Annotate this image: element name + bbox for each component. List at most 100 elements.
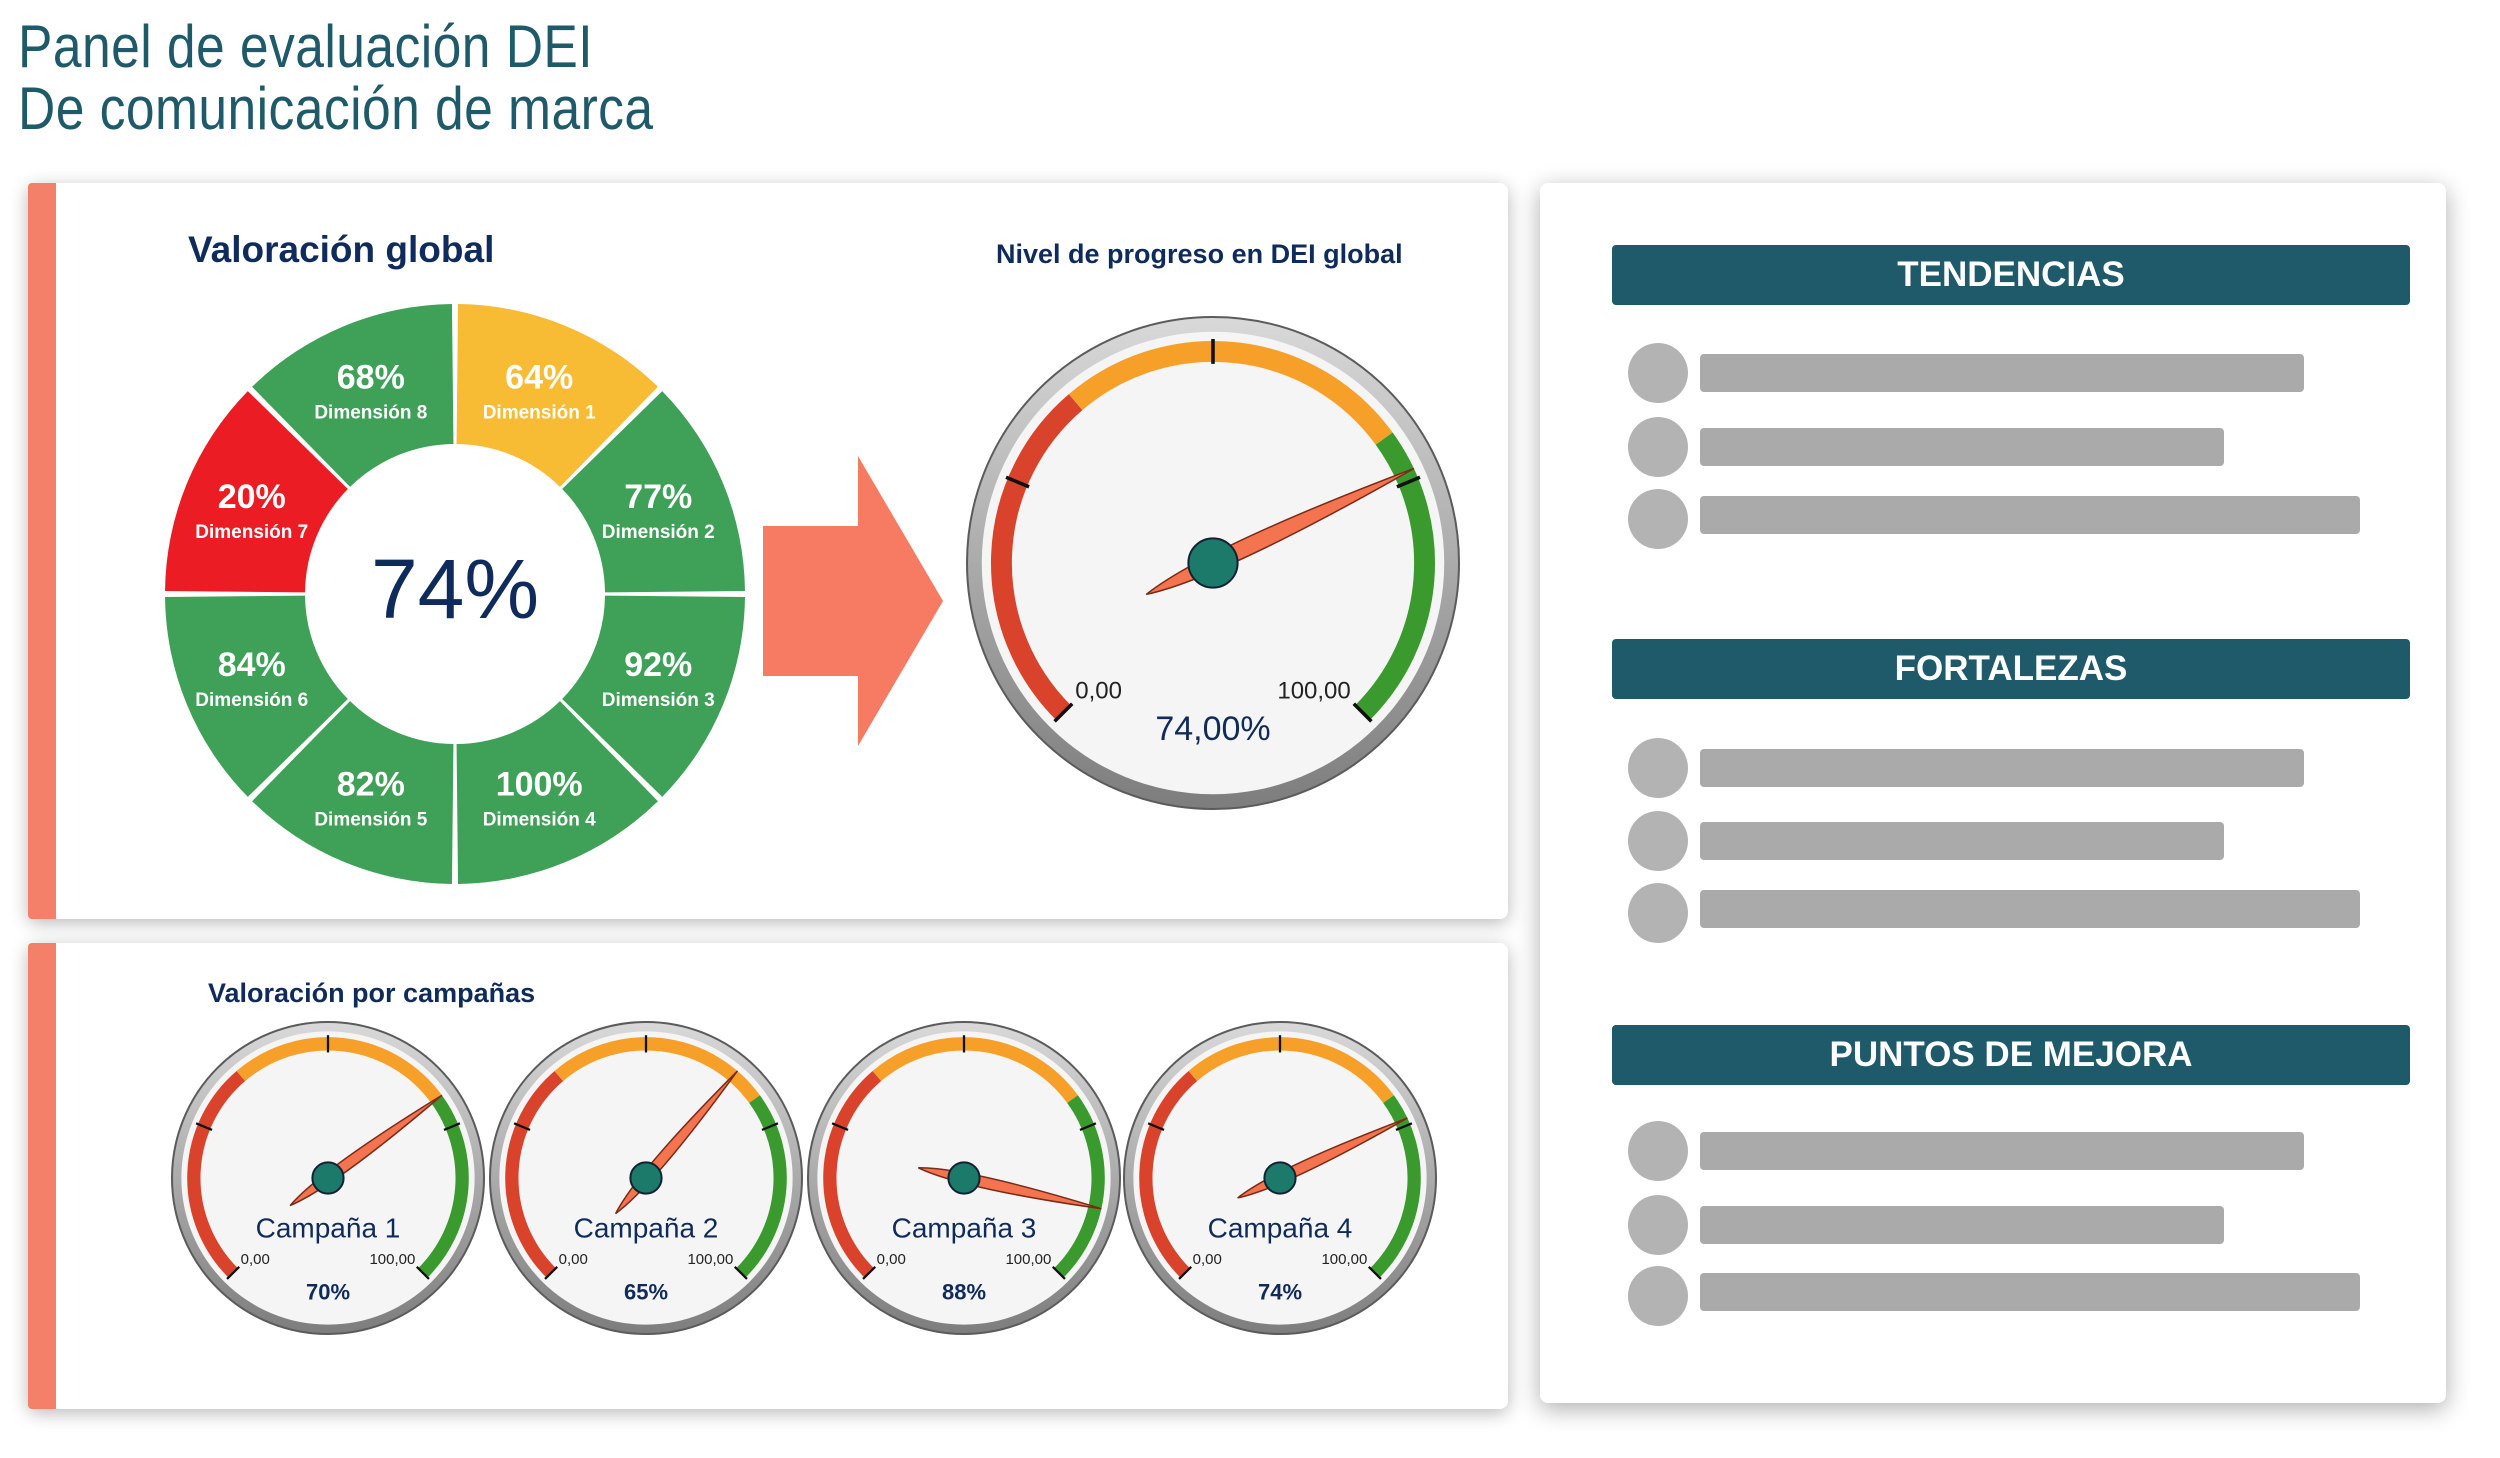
dimension-label-8: Dimensión 8 (314, 403, 427, 424)
placeholder-line (1700, 354, 2304, 392)
campaign-4-gauge-name: Campaña 4 (1208, 1212, 1353, 1243)
dimension-label-5: Dimensión 5 (314, 809, 427, 830)
bullet-icon (1628, 489, 1688, 549)
campaign-3-gauge-min-label: 0,00 (877, 1251, 906, 1268)
arrow-right-icon (763, 456, 943, 746)
dimension-segment-8 (252, 304, 454, 487)
campaign-4-gauge-max-label: 100,00 (1321, 1251, 1367, 1268)
campaign-2-gauge-band-1 (505, 1070, 564, 1278)
campaign-1-gauge-band-2 (236, 1037, 442, 1104)
placeholder-line (1700, 428, 2224, 466)
dimension-segment-6 (165, 595, 348, 797)
section-header-tendencias: TENDENCIAS (1612, 245, 2410, 305)
campaign-2-gauge-min-label: 0,00 (559, 1251, 588, 1268)
placeholder-line (1700, 822, 2224, 860)
placeholder-line (1700, 1132, 2304, 1170)
placeholder-line (1700, 1206, 2224, 1244)
campaign-1-gauge-max-label: 100,00 (369, 1251, 415, 1268)
campaign-2-gauge-band-3 (736, 1095, 787, 1278)
campaign-2-gauge-tick (761, 1122, 779, 1132)
campaign-4-gauge-tick (1367, 1265, 1382, 1280)
dimension-segment-7 (165, 391, 348, 593)
campaign-3-gauge-band-1 (823, 1070, 882, 1278)
dei-gauge-tick (1005, 475, 1030, 489)
campaign-1-gauge-name: Campaña 1 (256, 1212, 401, 1243)
campaign-3-gauge-band-2 (872, 1037, 1078, 1104)
placeholder-line (1700, 1273, 2360, 1311)
dimension-segment-1 (456, 304, 658, 487)
placeholder-line (1700, 749, 2304, 787)
campaign-3-gauge-tick (1079, 1122, 1097, 1132)
card-accent-bar (28, 183, 56, 919)
dei-gauge-tick (1053, 702, 1074, 723)
campaign-4-gauge-tick (1395, 1122, 1413, 1132)
dimension-label-2: Dimensión 2 (602, 522, 715, 543)
campaign-4-gauge-value-label: 74% (1258, 1280, 1302, 1305)
campaign-1-gauge: 0,00 100,00 Campaña 1 70% (171, 1021, 485, 1335)
dei-gauge-band-3 (1355, 432, 1436, 720)
placeholder-line (1700, 890, 2360, 928)
dei-gauge-max-label: 100,00 (1277, 677, 1350, 704)
section-header-puntos-de-mejora: PUNTOS DE MEJORA (1612, 1025, 2410, 1085)
campaign-1-gauge-min-label: 0,00 (241, 1251, 270, 1268)
dimension-label-1: Dimensión 1 (483, 403, 596, 424)
dei-gauge-band-2 (1068, 341, 1393, 445)
section-header-fortalezas: FORTALEZAS (1612, 639, 2410, 699)
dimension-label-3: Dimensión 3 (602, 690, 715, 711)
campaign-1-gauge-band-3 (418, 1095, 469, 1278)
campaigns-card: Valoración por campañas 0,00 100,00 Campañ… (28, 943, 1508, 1409)
dashboard-subtitle: De comunicación de marca (18, 75, 654, 142)
campaign-3-gauge-name: Campaña 3 (892, 1212, 1037, 1243)
campaign-1-gauge-tick (415, 1265, 430, 1280)
dei-gauge-hub (1187, 537, 1239, 589)
dei-gauge-value-label: 74,00% (1155, 710, 1270, 748)
bullet-icon (1628, 883, 1688, 943)
bullet-icon (1628, 738, 1688, 798)
bullet-icon (1628, 811, 1688, 871)
campaign-4-gauge-band-1 (1139, 1070, 1198, 1278)
campaign-2-gauge-value-label: 65% (624, 1280, 668, 1305)
dimension-value-3: 92% (624, 646, 692, 684)
campaign-3-gauge-band-3 (1054, 1095, 1105, 1278)
dimension-segment-3 (562, 595, 745, 797)
campaign-3-gauge-max-label: 100,00 (1005, 1251, 1051, 1268)
campaign-2-gauge-tick (513, 1122, 531, 1132)
campaign-2-gauge: 0,00 100,00 Campaña 2 65% (489, 1021, 803, 1335)
dimension-value-7: 20% (218, 478, 286, 516)
bullet-icon (1628, 1266, 1688, 1326)
dimension-value-5: 82% (337, 765, 405, 803)
campaigns-title: Valoración por campañas (208, 978, 536, 1008)
global-score-value: 74% (371, 542, 539, 636)
dimension-segment-2 (562, 391, 745, 593)
dimension-value-1: 64% (505, 359, 573, 397)
dimension-label-4: Dimensión 4 (483, 809, 596, 830)
dei-gauge-band-1 (990, 394, 1083, 720)
campaign-4-gauge-tick (1147, 1122, 1165, 1132)
campaign-1-gauge-value-label: 70% (306, 1280, 350, 1305)
campaign-1-gauge-tick (226, 1265, 241, 1280)
dimension-value-6: 84% (218, 646, 286, 684)
campaign-1-gauge-hub (311, 1161, 345, 1195)
dimension-value-2: 77% (624, 478, 692, 516)
campaign-2-gauge-hub (629, 1161, 663, 1195)
campaign-4-gauge-tick (1178, 1265, 1193, 1280)
dashboard-title: Panel de evaluación DEI (18, 13, 594, 80)
dimension-segment-4 (456, 701, 658, 884)
global-assessment-card: Valoración global Nivel de progreso en D… (28, 183, 1508, 919)
campaign-3-gauge-tick (831, 1122, 849, 1132)
dimension-segment-5 (252, 701, 454, 884)
global-assessment-title: Valoración global (188, 229, 495, 270)
progress-gauge-title: Nivel de progreso en DEI global (996, 239, 1403, 269)
campaign-3-gauge-tick (862, 1265, 877, 1280)
card-accent-bar (28, 943, 56, 1409)
bullet-icon (1628, 343, 1688, 403)
campaign-1-gauge-tick (195, 1122, 213, 1132)
campaign-2-gauge-name: Campaña 2 (574, 1212, 719, 1243)
campaign-1-gauge-tick (443, 1122, 461, 1132)
dimension-value-4: 100% (496, 765, 583, 803)
placeholder-line (1700, 496, 2360, 534)
campaign-1-gauge-band-1 (187, 1070, 246, 1278)
bullet-icon (1628, 1195, 1688, 1255)
campaign-2-gauge-tick (544, 1265, 559, 1280)
campaign-3-gauge: 0,00 100,00 Campaña 3 88% (807, 1021, 1121, 1335)
